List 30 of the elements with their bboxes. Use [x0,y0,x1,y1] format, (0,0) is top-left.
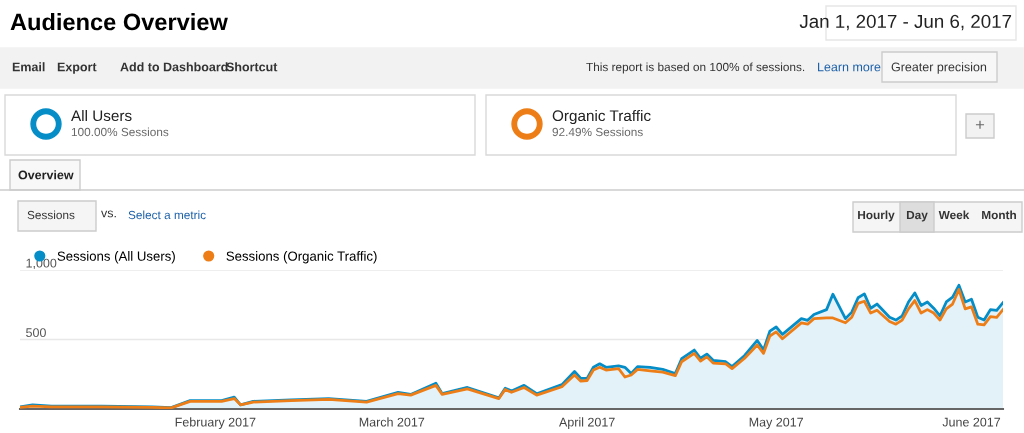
text: Organic Traffic [552,109,651,125]
text: Add to Dashboard [120,62,228,72]
legend-label: Sessions (Organic Traffic) [226,251,377,264]
legend-label: Sessions (All Users) [57,251,175,264]
text: Hourly [858,210,895,222]
text: Sessions [27,210,75,220]
text: Shortcut [226,62,278,72]
x-tick-label: February 2017 [175,417,256,429]
text: Week [938,210,970,220]
text: Email [12,62,45,72]
text: Month [982,210,1016,220]
chart-subtitle: Jan 1, 2017 - Jun 6, 2017 [799,14,1012,31]
text: All Users [71,109,132,122]
chart-title: Audience Overview [10,13,228,31]
text: Greater precision [891,62,987,74]
text: Day [906,210,928,222]
text: Overview [18,170,74,180]
text: This report is based on 100% of sessions. [586,62,805,74]
text: 92.49% Sessions [552,127,643,137]
x-tick-label: May 2017 [749,417,803,429]
text: Learn more [818,62,881,72]
text: + [975,120,985,129]
x-tick-label: April 2017 [559,417,615,429]
text: vs. [101,210,116,218]
text: Select a metric [128,210,206,220]
x-tick-label: June 2017 [942,417,1001,427]
text: 100.00% Sessions [71,127,169,137]
y-tick-label: 500 [26,328,46,338]
text: Export [57,62,97,74]
x-tick-label: March 2017 [359,417,425,427]
